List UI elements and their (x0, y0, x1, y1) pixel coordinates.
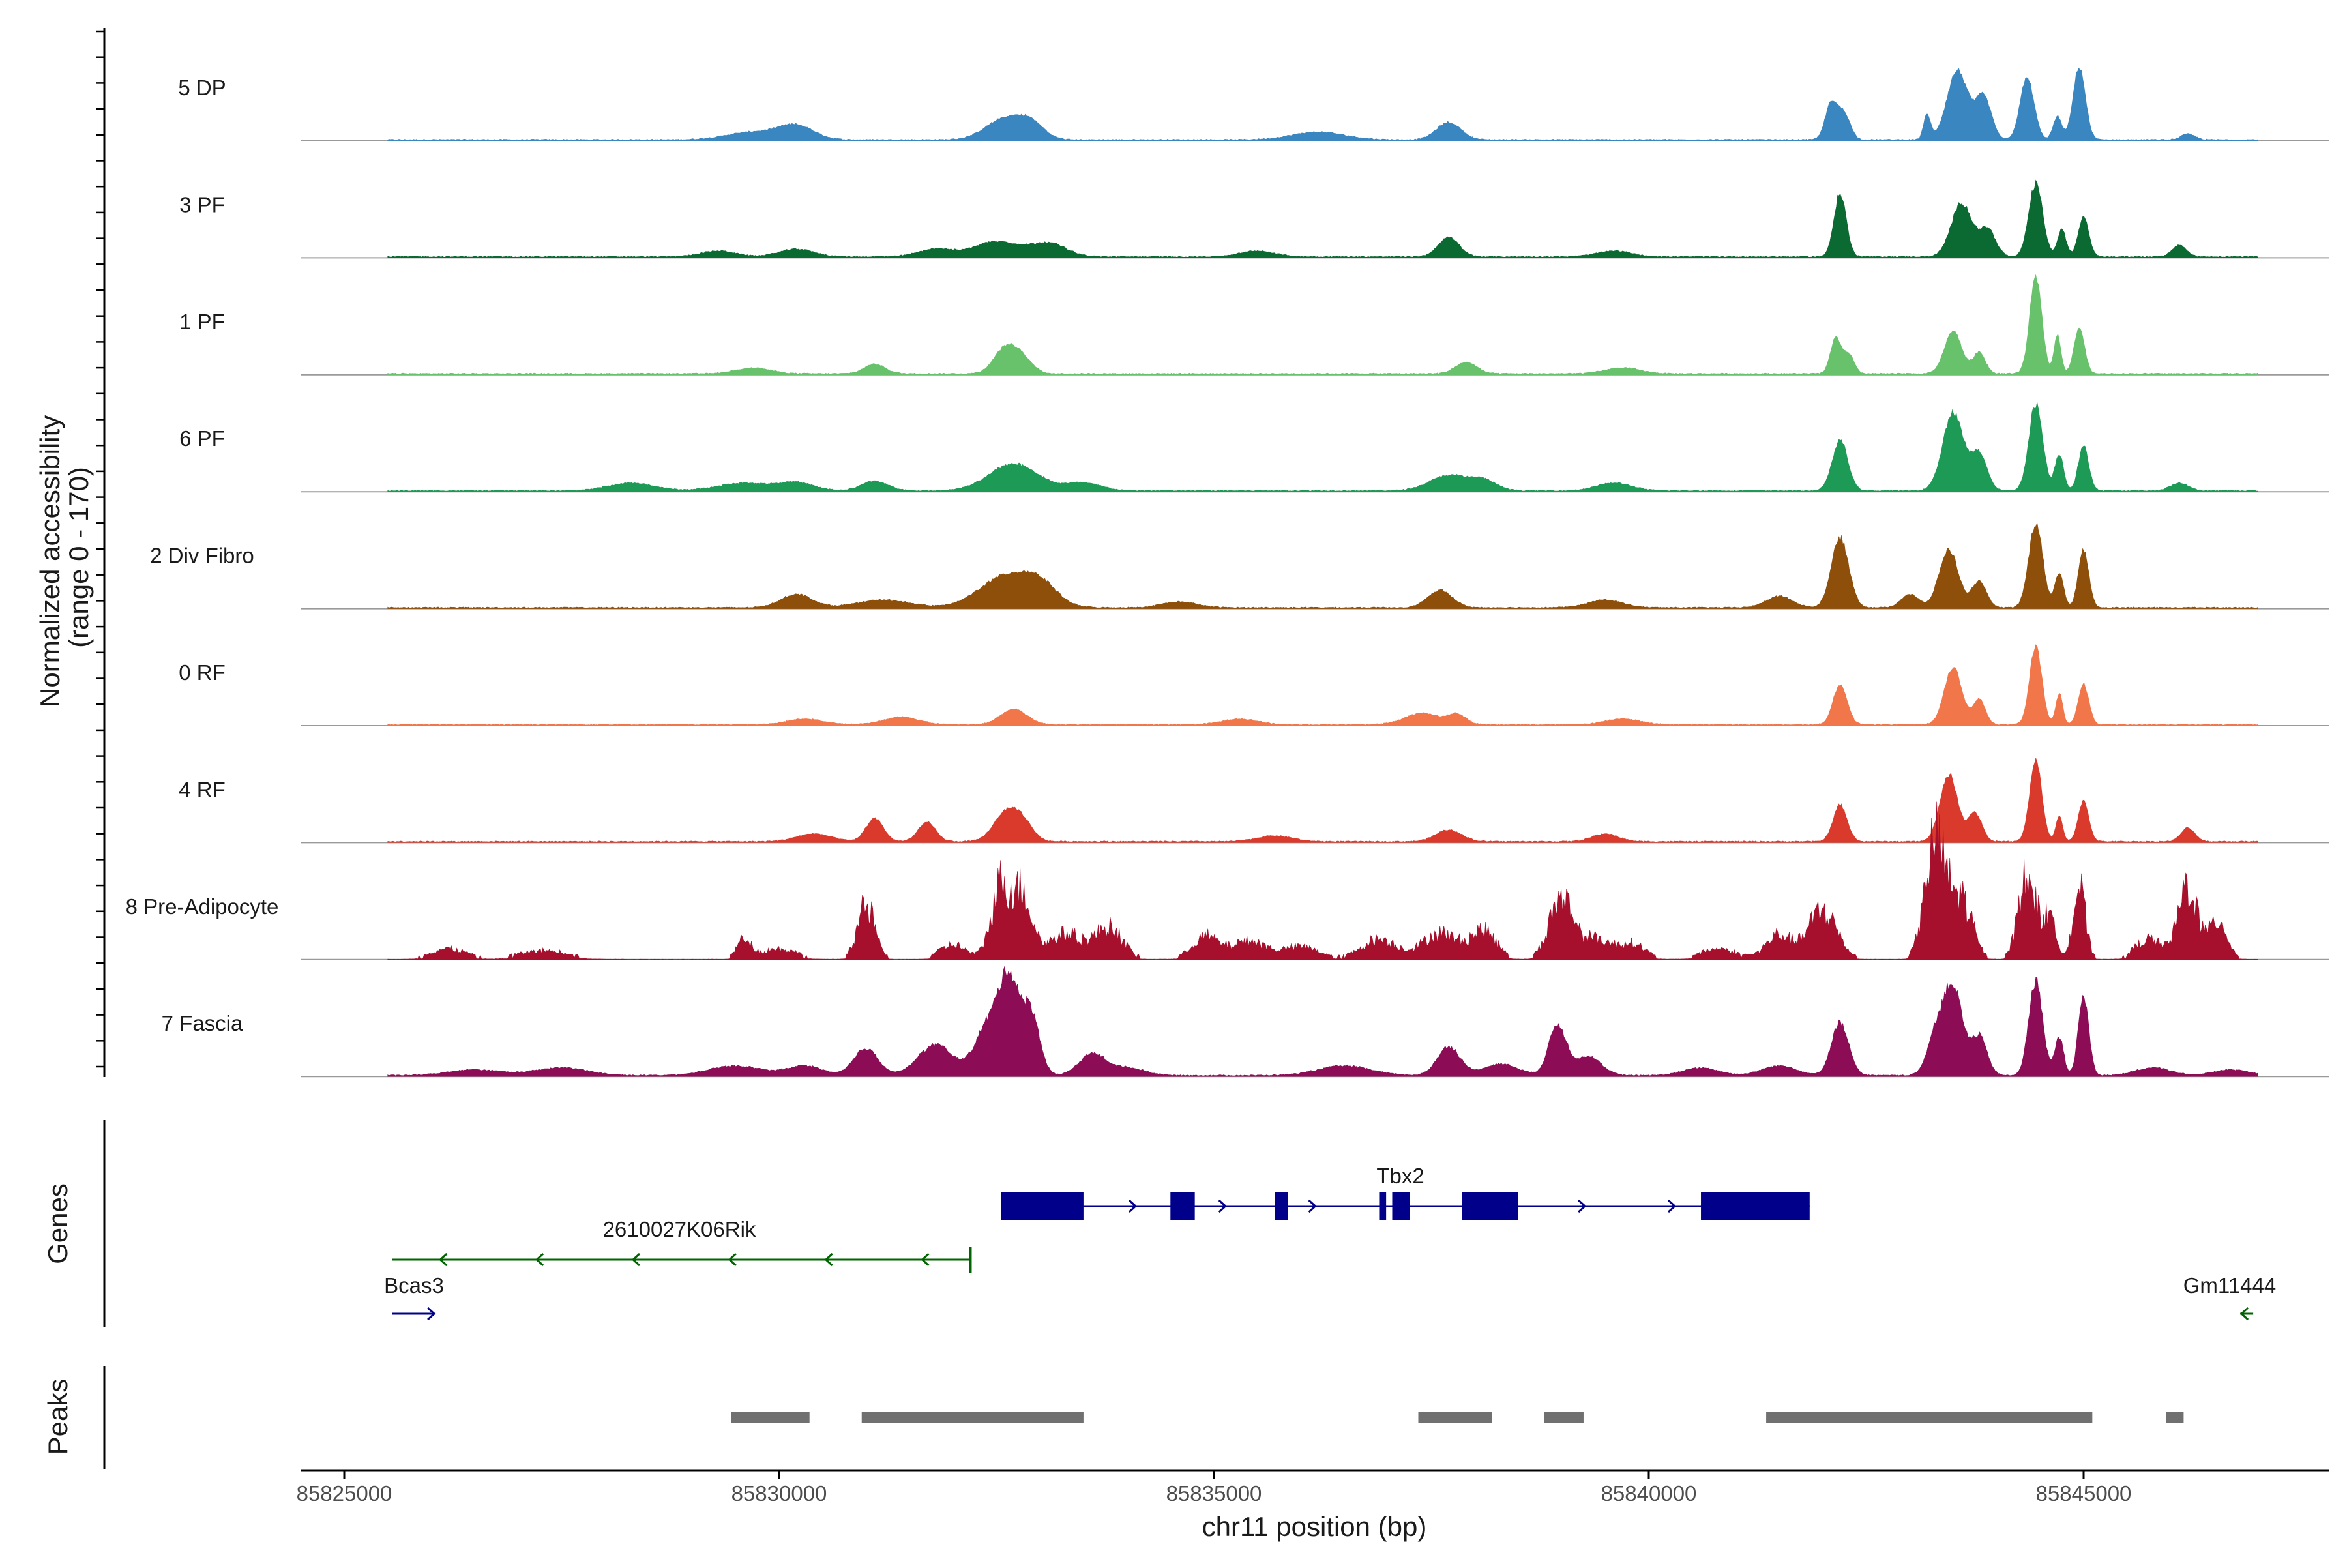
gene-tbx2: Tbx2 (1001, 1164, 1810, 1220)
gene-strand-arrow (2239, 1307, 2249, 1321)
x-tick-label: 85845000 (2036, 1481, 2132, 1505)
coverage-panel: Normalized accessibility (range 0 - 170)… (35, 28, 2329, 1078)
track-signal-4-rf (387, 757, 2258, 843)
gene-gm11444: Gm11444 (2183, 1273, 2276, 1321)
coverage-y-axis-title-line2: (range 0 - 170) (63, 467, 94, 648)
peak-region (2166, 1412, 2184, 1423)
gene-exon (1001, 1192, 1084, 1220)
track-2-div-fibro: 2 Div Fibro (150, 522, 2329, 610)
gene-exon (1170, 1192, 1195, 1220)
gene-strand-arrow (535, 1252, 544, 1267)
gene-exon (1379, 1192, 1387, 1220)
gene-strand-arrow (728, 1252, 737, 1267)
genes-panel-title: Genes (42, 1183, 73, 1264)
track-label-0-rf: 0 RF (179, 660, 226, 685)
track-7-fascia: 7 Fascia (162, 966, 2329, 1078)
track-label-1-pf: 1 PF (179, 310, 225, 334)
gene-exon (1462, 1192, 1518, 1220)
gene-exon (1275, 1192, 1288, 1220)
gene-strand-arrow (824, 1252, 833, 1267)
gene-label-bcas3: Bcas3 (384, 1273, 444, 1297)
track-signal-7-fascia (387, 966, 2258, 1077)
track-0-rf: 0 RF (179, 644, 2329, 726)
gene-strand-arrow (1128, 1199, 1138, 1213)
track-signal-8-pre-adipocyte (387, 801, 2258, 960)
track-signal-2-div-fibro (387, 522, 2258, 609)
gene-2610027k06rik: 2610027K06Rik (392, 1217, 972, 1273)
track-label-3-pf: 3 PF (179, 192, 225, 216)
peak-region (1544, 1412, 1584, 1423)
peak-region (1766, 1412, 2093, 1423)
gene-strand-arrow (1668, 1199, 1677, 1213)
x-axis-title: chr11 position (bp) (1202, 1511, 1427, 1542)
track-8-pre-adipocyte: 8 Pre-Adipocyte (126, 801, 2329, 960)
gene-strand-arrow (439, 1252, 448, 1267)
coverage-y-axis-ticks (96, 30, 104, 1068)
track-signal-6-pf (387, 402, 2258, 492)
peaks-panel-title: Peaks (42, 1379, 73, 1455)
gene-exon (1392, 1192, 1410, 1220)
x-tick-label: 85840000 (1601, 1481, 1697, 1505)
x-tick-label: 85830000 (731, 1481, 827, 1505)
track-signal-1-pf (387, 274, 2258, 376)
gene-strand-arrow (921, 1252, 930, 1267)
track-label-5-dp: 5 DP (178, 76, 226, 100)
x-tick-label: 85825000 (297, 1481, 392, 1505)
gene-strand-arrow (631, 1252, 641, 1267)
track-label-7-fascia: 7 Fascia (162, 1011, 243, 1035)
genes-panel: Genes Tbx2 2610027K06Rik Bcas3 Gm11444 (42, 1120, 2276, 1327)
gene-exon (1701, 1192, 1810, 1220)
track-5-dp: 5 DP (178, 67, 2329, 141)
track-label-2-div-fibro: 2 Div Fibro (150, 544, 254, 568)
track-6-pf: 6 PF (179, 402, 2329, 493)
track-signal-3-pf (387, 179, 2258, 258)
gene-label-tbx2: Tbx2 (1376, 1164, 1424, 1188)
track-label-4-rf: 4 RF (179, 777, 226, 801)
gene-label-gm11444: Gm11444 (2183, 1273, 2276, 1297)
coverage-tracks: 5 DP 3 PF 1 PF 6 PF 2 Div Fibro 0 RF 4 RF 8 Pre… (126, 67, 2329, 1078)
gene-label-2610027k06rik: 2610027K06Rik (603, 1217, 756, 1241)
track-3-pf: 3 PF (179, 179, 2329, 259)
x-axis: 85825000 85830000 85835000 85840000 85845000… (297, 1469, 2329, 1542)
track-label-6-pf: 6 PF (179, 426, 225, 451)
gene-strand-arrow (1578, 1199, 1587, 1213)
x-tick-label: 85835000 (1166, 1481, 1262, 1505)
track-signal-5-dp (387, 67, 2258, 141)
coverage-y-axis-title-line1: Normalized accessibility (35, 415, 65, 707)
track-signal-0-rf (387, 644, 2258, 726)
coverage-y-axis-title: Normalized accessibility (range 0 - 170) (35, 407, 94, 707)
peak-region (861, 1412, 1084, 1423)
gene-bcas3: Bcas3 (384, 1273, 444, 1321)
peak-region (1418, 1412, 1492, 1423)
x-axis-ticks: 85825000 85830000 85835000 85840000 85845000 (297, 1470, 2132, 1505)
gene-models: Tbx2 2610027K06Rik Bcas3 Gm11444 (384, 1164, 2276, 1321)
track-1-pf: 1 PF (179, 274, 2329, 376)
peak-regions (731, 1412, 2184, 1423)
peak-region (731, 1412, 810, 1423)
gene-strand-arrow (1218, 1199, 1228, 1213)
gene-strand-arrow (1308, 1199, 1317, 1213)
peaks-panel: Peaks (42, 1366, 2184, 1469)
gene-strand-arrow (427, 1307, 436, 1321)
track-4-rf: 4 RF (179, 757, 2329, 844)
track-label-8-pre-adipocyte: 8 Pre-Adipocyte (126, 895, 279, 919)
